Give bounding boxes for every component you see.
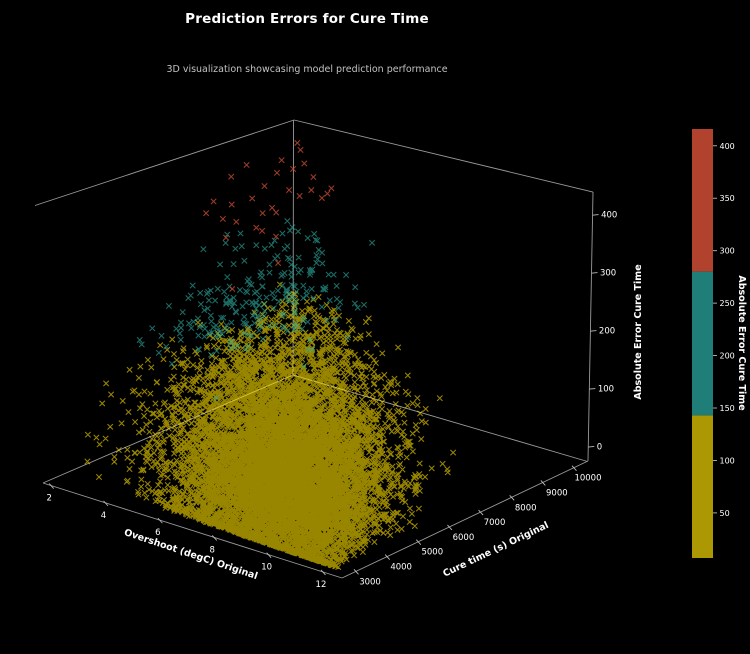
z-tick — [591, 272, 598, 274]
y-tick-label: 10000 — [574, 474, 601, 484]
x-tick-label: 10 — [261, 563, 272, 573]
y-tick — [447, 524, 453, 531]
z-tick-label: 400 — [601, 211, 617, 221]
scatter-points-mid-error — [136, 218, 376, 402]
y-tick — [509, 494, 515, 501]
z-tick-label: 200 — [599, 327, 615, 337]
x-tick-label: 12 — [316, 580, 327, 590]
y-tick-label: 5000 — [421, 548, 443, 558]
colorbar-tick-label: 250 — [720, 299, 735, 308]
colorbar-tick-label: 300 — [720, 247, 735, 256]
x-tick-label: 2 — [46, 494, 51, 504]
scatter-points — [84, 139, 457, 571]
colorbar-tick-label: 350 — [720, 194, 735, 203]
colorbar-tick-label: 50 — [720, 509, 730, 518]
colorbar-band-low-error — [692, 415, 713, 558]
pane-edge-top-left — [34, 119, 295, 206]
scatter-points-low-error — [84, 281, 457, 571]
pane-edge-back-vertical — [292, 119, 294, 376]
colorbar-tick-label: 400 — [720, 142, 735, 151]
z-tick — [588, 446, 595, 448]
y-tick — [353, 569, 359, 575]
colorbar-tick-label: 150 — [720, 404, 735, 413]
x-axis-line — [42, 482, 343, 579]
chart-title: Prediction Errors for Cure Time — [185, 11, 429, 27]
y-tick — [415, 539, 422, 546]
y-tick — [384, 554, 390, 560]
colorbar-band-high-error — [692, 129, 713, 272]
y-tick — [540, 480, 546, 486]
y-axis-label: Cure time (s) Original — [441, 520, 550, 580]
x-tick — [103, 500, 109, 507]
x-tick — [320, 569, 326, 576]
y-tick-label: 6000 — [453, 533, 475, 543]
colorbar-band-mid-error — [692, 271, 713, 416]
y-tick — [571, 465, 577, 471]
z-tick — [592, 214, 599, 216]
x-tick — [211, 535, 218, 541]
scatter-points-high-error — [203, 139, 335, 292]
y-tick-label: 4000 — [390, 563, 412, 573]
chart-subtitle: 3D visualization showcasing model predic… — [166, 64, 448, 75]
x-tick-label: 6 — [155, 528, 160, 538]
z-tick-label: 0 — [597, 443, 602, 453]
x-tick-label: 4 — [101, 511, 106, 521]
colorbar-label: Absolute Error Cure Time — [736, 275, 747, 410]
x-tick — [157, 517, 163, 524]
x-tick — [48, 483, 54, 489]
z-tick-label: 300 — [600, 269, 616, 279]
x-tick — [266, 552, 272, 558]
y-tick-label: 8000 — [515, 503, 537, 513]
x-tick-label: 8 — [210, 545, 215, 555]
y-tick — [478, 509, 484, 516]
y-tick-label: 3000 — [359, 577, 381, 587]
z-tick — [590, 330, 597, 332]
y-tick-label: 9000 — [546, 488, 568, 498]
z-axis-line — [587, 191, 594, 462]
z-tick-label: 100 — [598, 385, 614, 395]
z-tick — [589, 388, 596, 390]
y-axis-line — [341, 460, 589, 579]
colorbar-tick-label: 100 — [720, 456, 735, 465]
colorbar-tick-label: 200 — [720, 352, 735, 361]
pane-edge-top-right — [293, 119, 594, 193]
z-axis-label: Absolute Error Cure Time — [633, 264, 644, 399]
y-tick-label: 7000 — [484, 518, 506, 528]
colorbar: 50 100 150 200 250 300 350 400 Absolute Error Cu… — [692, 129, 747, 558]
